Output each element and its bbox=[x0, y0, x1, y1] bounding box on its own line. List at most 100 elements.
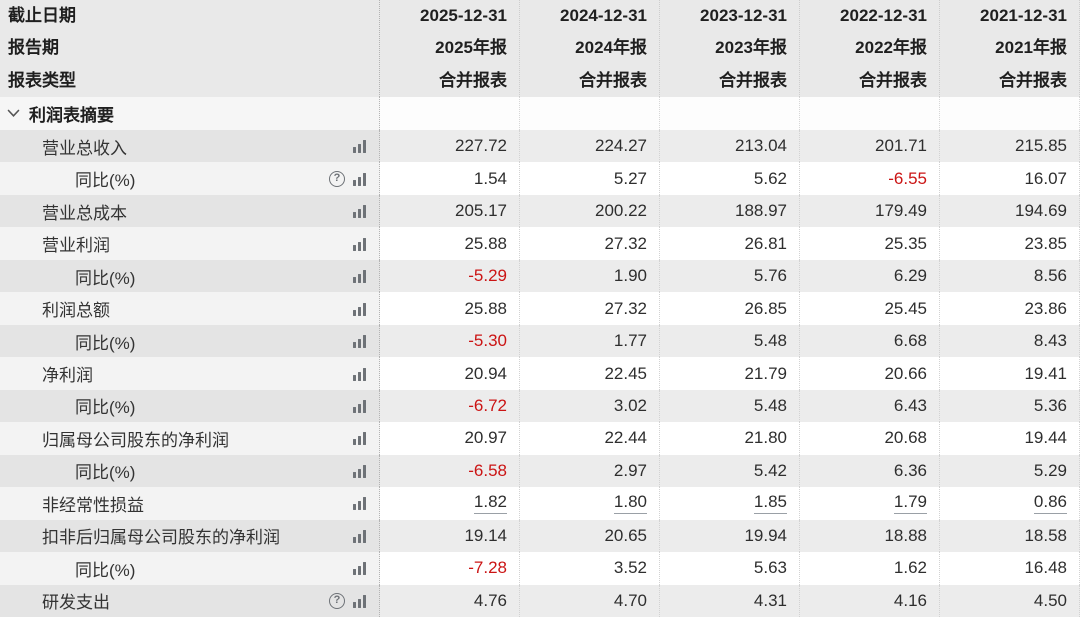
value-cell: 1.79 bbox=[800, 487, 940, 520]
value-link[interactable]: 1.79 bbox=[893, 492, 927, 515]
value-cell: 27.32 bbox=[520, 227, 660, 260]
period-header-date: 2025-12-31 bbox=[420, 6, 507, 26]
value: 5.76 bbox=[753, 266, 787, 286]
value: 23.86 bbox=[1024, 298, 1067, 318]
period-header-type: 合并报表 bbox=[719, 70, 787, 90]
value: 20.68 bbox=[884, 428, 927, 448]
table-row: 扣非后归属母公司股东的净利润 19.14 20.65 19.94 18.88 18.58 bbox=[0, 519, 1080, 553]
value-link[interactable]: 0.86 bbox=[1033, 492, 1067, 515]
value: 16.48 bbox=[1024, 558, 1067, 578]
row-icons: ? bbox=[329, 592, 366, 609]
period-header-type: 合并报表 bbox=[859, 70, 927, 90]
value-cell: 6.43 bbox=[800, 389, 940, 423]
bar-chart-icon[interactable] bbox=[353, 561, 366, 576]
value: 224.27 bbox=[595, 136, 647, 156]
table-row: 非经常性损益 1.82 1.80 1.85 1.79 0.86 bbox=[0, 487, 1080, 520]
value-cell: 6.36 bbox=[800, 454, 940, 488]
value: -5.29 bbox=[468, 266, 507, 286]
value: 20.66 bbox=[884, 363, 927, 383]
value-cell: 20.97 bbox=[380, 422, 520, 455]
bar-chart-icon[interactable] bbox=[353, 172, 366, 186]
bar-chart-icon[interactable] bbox=[353, 302, 366, 316]
bar-chart-icon[interactable] bbox=[353, 334, 366, 349]
value-cell: 5.48 bbox=[660, 324, 800, 358]
value-cell: 201.71 bbox=[800, 130, 940, 163]
value-cell: -6.55 bbox=[800, 162, 940, 195]
row-label-cell: 归属母公司股东的净利润 bbox=[0, 422, 380, 455]
value-cell: 5.76 bbox=[660, 259, 800, 293]
value-cell: 5.62 bbox=[660, 162, 800, 195]
row-icons bbox=[353, 237, 366, 251]
value: 5.62 bbox=[753, 168, 787, 188]
bar-chart-icon[interactable] bbox=[353, 139, 366, 154]
value-cell: 19.44 bbox=[940, 422, 1080, 455]
section-row: 利润表摘要 bbox=[0, 97, 1080, 130]
value-cell: 19.41 bbox=[940, 357, 1080, 390]
bar-chart-icon[interactable] bbox=[353, 496, 366, 511]
value-cell: 194.69 bbox=[940, 194, 1080, 228]
value: 26.85 bbox=[744, 298, 787, 318]
row-label-cell: 营业利润 bbox=[0, 227, 380, 260]
value-cell: 23.86 bbox=[940, 292, 1080, 325]
row-label: 利润总额 bbox=[42, 301, 110, 321]
bar-chart-icon[interactable] bbox=[353, 464, 366, 478]
value-cell: 2.97 bbox=[520, 454, 660, 488]
value-cell: 5.63 bbox=[660, 552, 800, 585]
value-cell: 5.42 bbox=[660, 454, 800, 488]
table-row: 同比(%) -6.72 3.02 5.48 6.43 5.36 bbox=[0, 389, 1080, 423]
question-circle-icon[interactable]: ? bbox=[329, 170, 345, 187]
value: 1.90 bbox=[613, 266, 647, 286]
value: 21.79 bbox=[744, 363, 787, 383]
bar-chart-icon[interactable] bbox=[353, 204, 366, 219]
value-cell: 4.31 bbox=[660, 584, 800, 617]
value: 5.42 bbox=[753, 460, 787, 480]
value-cell: 1.77 bbox=[520, 324, 660, 358]
value-cell: 8.56 bbox=[940, 259, 1080, 293]
value: 205.17 bbox=[455, 201, 507, 221]
period-header-type: 合并报表 bbox=[579, 70, 647, 90]
value-link[interactable]: 1.80 bbox=[613, 492, 647, 515]
value: 20.97 bbox=[464, 428, 507, 448]
value: 5.48 bbox=[753, 331, 787, 351]
chevron-down-icon[interactable] bbox=[7, 109, 20, 118]
table-row: 同比(%) -5.30 1.77 5.48 6.68 8.43 bbox=[0, 324, 1080, 358]
bar-chart-icon[interactable] bbox=[353, 399, 366, 413]
bar-chart-icon[interactable] bbox=[353, 269, 366, 284]
row-label-cell: 非经常性损益 bbox=[0, 487, 380, 520]
value: 26.81 bbox=[744, 233, 787, 253]
table-header: 截止日期 报告期 报表类型 2025-12-31 2025年报 合并报表 2024-1… bbox=[0, 0, 1080, 97]
value: 19.94 bbox=[744, 525, 787, 545]
table-row: 净利润 20.94 22.45 21.79 20.66 19.41 bbox=[0, 357, 1080, 390]
section-header[interactable]: 利润表摘要 bbox=[0, 97, 380, 130]
row-icons bbox=[353, 431, 366, 446]
value: 188.97 bbox=[735, 201, 787, 221]
value: 201.71 bbox=[875, 136, 927, 156]
row-icons bbox=[353, 334, 366, 349]
row-label: 同比(%) bbox=[75, 463, 136, 483]
bar-chart-icon[interactable] bbox=[353, 367, 366, 381]
value-cell: 1.90 bbox=[520, 259, 660, 293]
bar-chart-icon[interactable] bbox=[353, 237, 366, 251]
value-cell: 200.22 bbox=[520, 194, 660, 228]
bar-chart-icon[interactable] bbox=[353, 431, 366, 446]
value-cell: 16.48 bbox=[940, 552, 1080, 585]
value-cell: -5.29 bbox=[380, 259, 520, 293]
row-label-cell: 同比(%) bbox=[0, 324, 380, 358]
value: 4.70 bbox=[613, 590, 647, 610]
value-link[interactable]: 1.85 bbox=[753, 492, 787, 515]
value-cell: 205.17 bbox=[380, 194, 520, 228]
value-cell: 27.32 bbox=[520, 292, 660, 325]
bar-chart-icon[interactable] bbox=[353, 594, 366, 608]
value-cell: 20.94 bbox=[380, 357, 520, 390]
row-label-cell: 研发支出? bbox=[0, 584, 380, 617]
value-link[interactable]: 1.82 bbox=[473, 492, 507, 515]
value-cell: 25.88 bbox=[380, 227, 520, 260]
value: 179.49 bbox=[875, 201, 927, 221]
period-header-period: 2024年报 bbox=[575, 38, 647, 58]
value: 27.32 bbox=[604, 233, 647, 253]
question-circle-icon[interactable]: ? bbox=[329, 592, 345, 609]
table-row: 同比(%) -5.29 1.90 5.76 6.29 8.56 bbox=[0, 259, 1080, 293]
bar-chart-icon[interactable] bbox=[353, 529, 366, 543]
value-cell: 1.85 bbox=[660, 487, 800, 520]
